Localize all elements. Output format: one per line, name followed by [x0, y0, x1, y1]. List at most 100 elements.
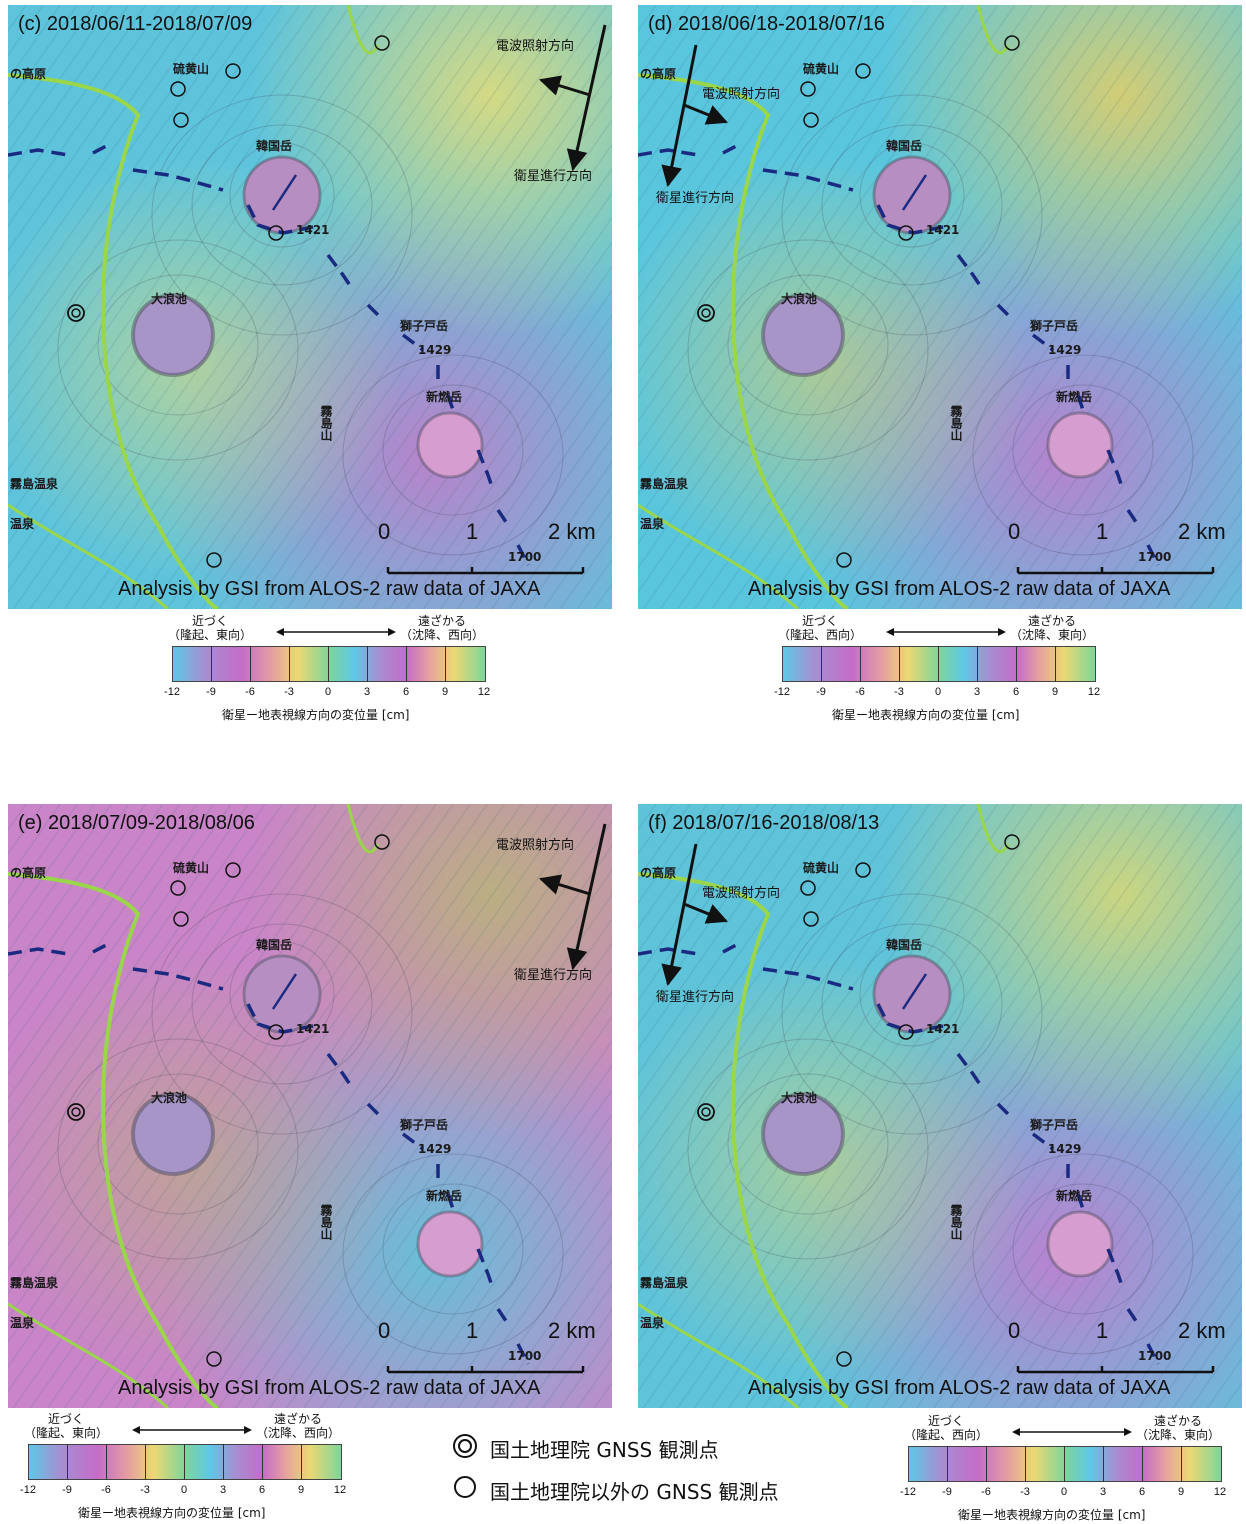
colorbar-tick: 3 [973, 686, 981, 698]
panel-title: (e) 2018/07/09-2018/08/06 [18, 812, 255, 834]
panel-title: (f) 2018/07/16-2018/08/13 [648, 812, 880, 834]
credit-text: Analysis by GSI from ALOS-2 raw data of … [748, 1377, 1171, 1399]
colorbar-tick-line [1142, 1446, 1143, 1482]
insar-panel: (e) 2018/07/09-2018/08/06 Analysis by GSI… [8, 804, 612, 1408]
direction-arrows [661, 44, 728, 188]
place-elev2: 1421 [926, 1022, 960, 1036]
scale-zero: 0 [1008, 1318, 1021, 1343]
colorbar-tick: 12 [333, 1484, 347, 1496]
near-text: 近づく [192, 614, 229, 628]
colorbar-tick: 3 [1099, 1486, 1107, 1498]
colorbar-tick: -12 [164, 686, 180, 698]
colorbar-tick-line [262, 1444, 263, 1480]
legend-other [452, 1474, 478, 1504]
colorbar-tick: 12 [1087, 686, 1101, 698]
colorbar-tick-line [67, 1444, 68, 1480]
colorbar-tick: 12 [1213, 1486, 1227, 1498]
double-arrow-icon [886, 622, 1006, 636]
place-elev3: 1700 [1138, 1349, 1172, 1363]
colorbar-tick-line [1103, 1446, 1104, 1482]
radar-direction-label: 電波照射方向 [496, 838, 575, 853]
colorbar-tick: 9 [441, 686, 449, 698]
near-label: 近づく （隆起、東向） [168, 614, 252, 642]
scale-one: 1 [466, 1318, 479, 1343]
place-shinmoe: 新燃岳 [426, 1189, 463, 1203]
colorbar-gradient [908, 1446, 1222, 1482]
insar-panel: (d) 2018/06/18-2018/07/16 Analysis by GSI… [638, 5, 1242, 609]
place-karakuni: 韓国岳 [886, 139, 923, 153]
near-text: 近づく [802, 614, 839, 628]
colorbar-tick: 0 [324, 686, 332, 698]
panel-title: (c) 2018/06/11-2018/07/09 [18, 13, 253, 35]
track-direction-label: 衛星進行方向 [514, 169, 593, 184]
colorbar-caption: 衛星ー地表視線方向の変位量 [cm] [832, 708, 1020, 722]
colorbar-tick: -12 [774, 686, 790, 698]
credit-text: Analysis by GSI from ALOS-2 raw data of … [118, 578, 541, 600]
track-direction-label: 衛星進行方向 [656, 191, 735, 206]
insar-panel: (f) 2018/07/16-2018/08/13 Analysis by GSI… [638, 804, 1242, 1408]
near-detail: （隆起、西向） [778, 628, 863, 642]
interferogram-map [638, 804, 1242, 1408]
colorbar-tick-line [406, 646, 407, 682]
colorbar-tick-line [1055, 646, 1056, 682]
colorbar-tick: 0 [934, 686, 942, 698]
place-kirishima: 霧島山 [319, 1204, 333, 1240]
colorbar-tick-line [860, 646, 861, 682]
place-plateau: の高原 [10, 866, 47, 880]
place-onsen: 霧島温泉 [10, 477, 59, 491]
place-kirishima: 霧島山 [949, 405, 963, 441]
place-iou: 硫黄山 [173, 861, 210, 875]
colorbar-tick-line [445, 646, 446, 682]
scale-two: 2 km [548, 1318, 596, 1343]
far-text: 遠ざかる [1028, 614, 1077, 628]
radar-direction-label: 電波照射方向 [702, 886, 781, 901]
far-text: 遠ざかる [1154, 1414, 1203, 1428]
colorbar-gradient [28, 1444, 342, 1480]
double-circle-icon [453, 1434, 477, 1458]
place-onsen2: 温泉 [640, 517, 665, 531]
colorbar-tick-line [977, 646, 978, 682]
interferogram-map [638, 5, 1242, 609]
near-label: 近づく （隆起、西向） [778, 614, 862, 642]
scale-one: 1 [1096, 519, 1109, 544]
place-iou: 硫黄山 [803, 861, 840, 875]
near-detail: （隆起、西向） [904, 1428, 989, 1442]
place-elev2: 1421 [296, 223, 330, 237]
interferogram-map [8, 804, 612, 1408]
colorbar-tick-line [211, 646, 212, 682]
double-arrow-icon [276, 622, 396, 636]
colorbar-tick: 3 [363, 686, 371, 698]
colorbar-tick-line [184, 1444, 185, 1480]
colorbar-tick-line [1181, 1446, 1182, 1482]
scale-zero: 0 [1008, 519, 1021, 544]
colorbar-tick: 6 [1012, 686, 1020, 698]
far-label: 遠ざかる （沈降、東向） [1136, 1414, 1220, 1442]
near-detail: （隆起、東向） [24, 1426, 109, 1440]
scale-two: 2 km [1178, 519, 1226, 544]
place-elev1: 1429 [1048, 343, 1082, 357]
colorbar-tick: -9 [816, 686, 826, 698]
double-arrow-icon [132, 1420, 252, 1434]
colorbar-tick: -9 [62, 1484, 72, 1496]
place-elev2: 1421 [926, 223, 960, 237]
place-onami: 大浪池 [151, 1091, 188, 1105]
colorbar-tick-line [367, 646, 368, 682]
place-shinmoe: 新燃岳 [426, 390, 463, 404]
near-text: 近づく [928, 1414, 965, 1428]
colorbar-tick: 0 [1060, 1486, 1068, 1498]
scale-two: 2 km [548, 519, 596, 544]
colorbar-tick: 6 [258, 1484, 266, 1496]
place-onsen: 霧島温泉 [10, 1276, 59, 1290]
colorbar-tick-line [328, 646, 329, 682]
place-elev3: 1700 [1138, 550, 1172, 564]
place-onami: 大浪池 [781, 1091, 818, 1105]
scale-zero: 0 [378, 1318, 391, 1343]
colorbar-tick-line [301, 1444, 302, 1480]
colorbar-tick-line [821, 646, 822, 682]
place-shishiko: 獅子戸岳 [1030, 319, 1079, 333]
far-detail: （沈降、西向） [256, 1426, 341, 1440]
colorbar-tick-line [947, 1446, 948, 1482]
colorbar-tick: -12 [900, 1486, 916, 1498]
legend-gsi-label: 国土地理院 GNSS 観測点 [490, 1438, 719, 1462]
place-shinmoe: 新燃岳 [1056, 1189, 1093, 1203]
